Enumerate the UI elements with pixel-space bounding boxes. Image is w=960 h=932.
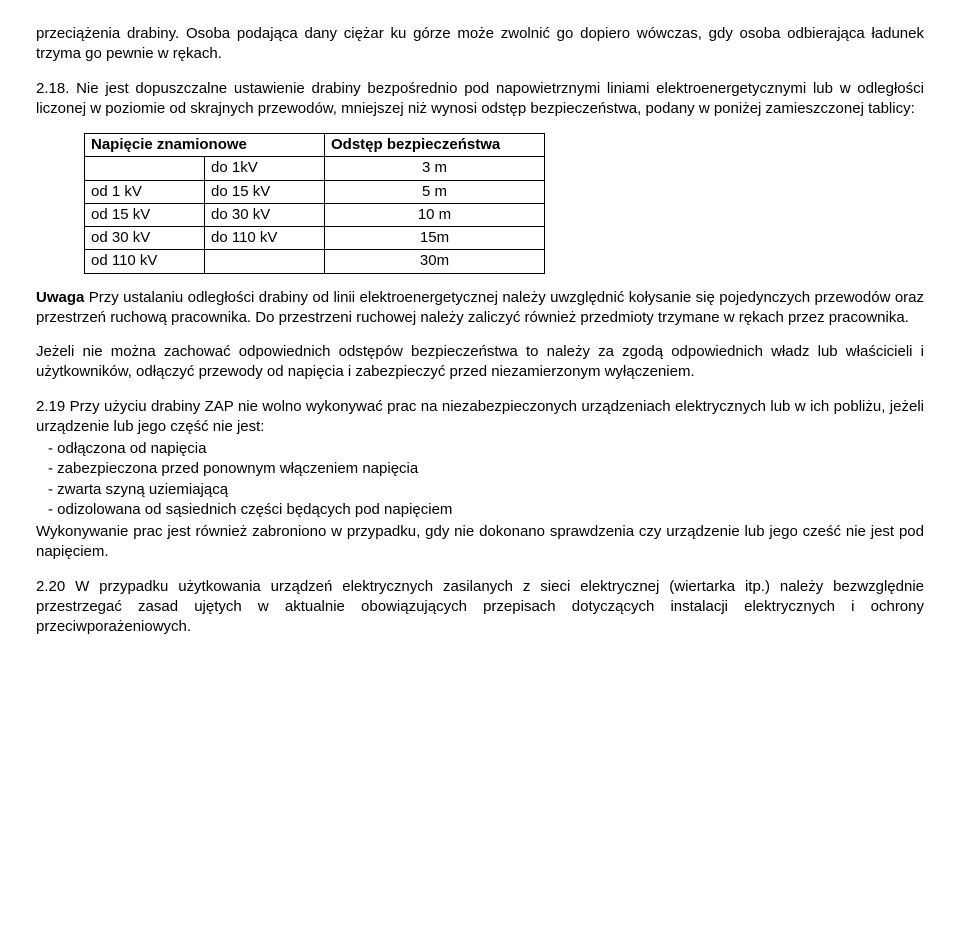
list-item: odłączona od napięcia	[36, 439, 924, 459]
paragraph-5-list: odłączona od napięcia zabezpieczona prze…	[36, 439, 924, 520]
paragraph-5-tail: Wykonywanie prac jest również zabroniono…	[36, 522, 924, 563]
cell: do 1kV	[205, 157, 325, 180]
table-row: od 1 kV do 15 kV 5 m	[85, 180, 545, 203]
cell: 30m	[325, 250, 545, 273]
cell: 15m	[325, 227, 545, 250]
cell: 5 m	[325, 180, 545, 203]
table-row: do 1kV 3 m	[85, 157, 545, 180]
cell: 10 m	[325, 203, 545, 226]
paragraph-6: 2.20 W przypadku użytkowania urządzeń el…	[36, 577, 924, 638]
paragraph-4: Jeżeli nie można zachować odpowiednich o…	[36, 342, 924, 383]
paragraph-3-text: Przy ustalaniu odległości drabiny od lin…	[36, 289, 924, 326]
list-item: zwarta szyną uziemiającą	[36, 480, 924, 500]
table-header-voltage: Napięcie znamionowe	[85, 134, 325, 157]
cell: od 15 kV	[85, 203, 205, 226]
paragraph-2: 2.18. Nie jest dopuszczalne ustawienie d…	[36, 79, 924, 120]
cell: od 1 kV	[85, 180, 205, 203]
cell: do 15 kV	[205, 180, 325, 203]
cell: od 110 kV	[85, 250, 205, 273]
cell	[85, 157, 205, 180]
table-row: od 110 kV 30m	[85, 250, 545, 273]
cell	[205, 250, 325, 273]
paragraph-5-intro: 2.19 Przy użyciu drabiny ZAP nie wolno w…	[36, 397, 924, 438]
cell: do 30 kV	[205, 203, 325, 226]
cell: 3 m	[325, 157, 545, 180]
list-item: zabezpieczona przed ponownym włączeniem …	[36, 459, 924, 479]
paragraph-3: Uwaga Przy ustalaniu odległości drabiny …	[36, 288, 924, 329]
cell: do 110 kV	[205, 227, 325, 250]
caution-label: Uwaga	[36, 289, 84, 306]
paragraph-1: przeciążenia drabiny. Osoba podająca dan…	[36, 24, 924, 65]
table-row: od 30 kV do 110 kV 15m	[85, 227, 545, 250]
safety-distance-table: Napięcie znamionowe Odstęp bezpieczeństw…	[84, 133, 545, 274]
cell: od 30 kV	[85, 227, 205, 250]
table-row: od 15 kV do 30 kV 10 m	[85, 203, 545, 226]
table-header-distance: Odstęp bezpieczeństwa	[325, 134, 545, 157]
list-item: odizolowana od sąsiednich części będącyc…	[36, 500, 924, 520]
